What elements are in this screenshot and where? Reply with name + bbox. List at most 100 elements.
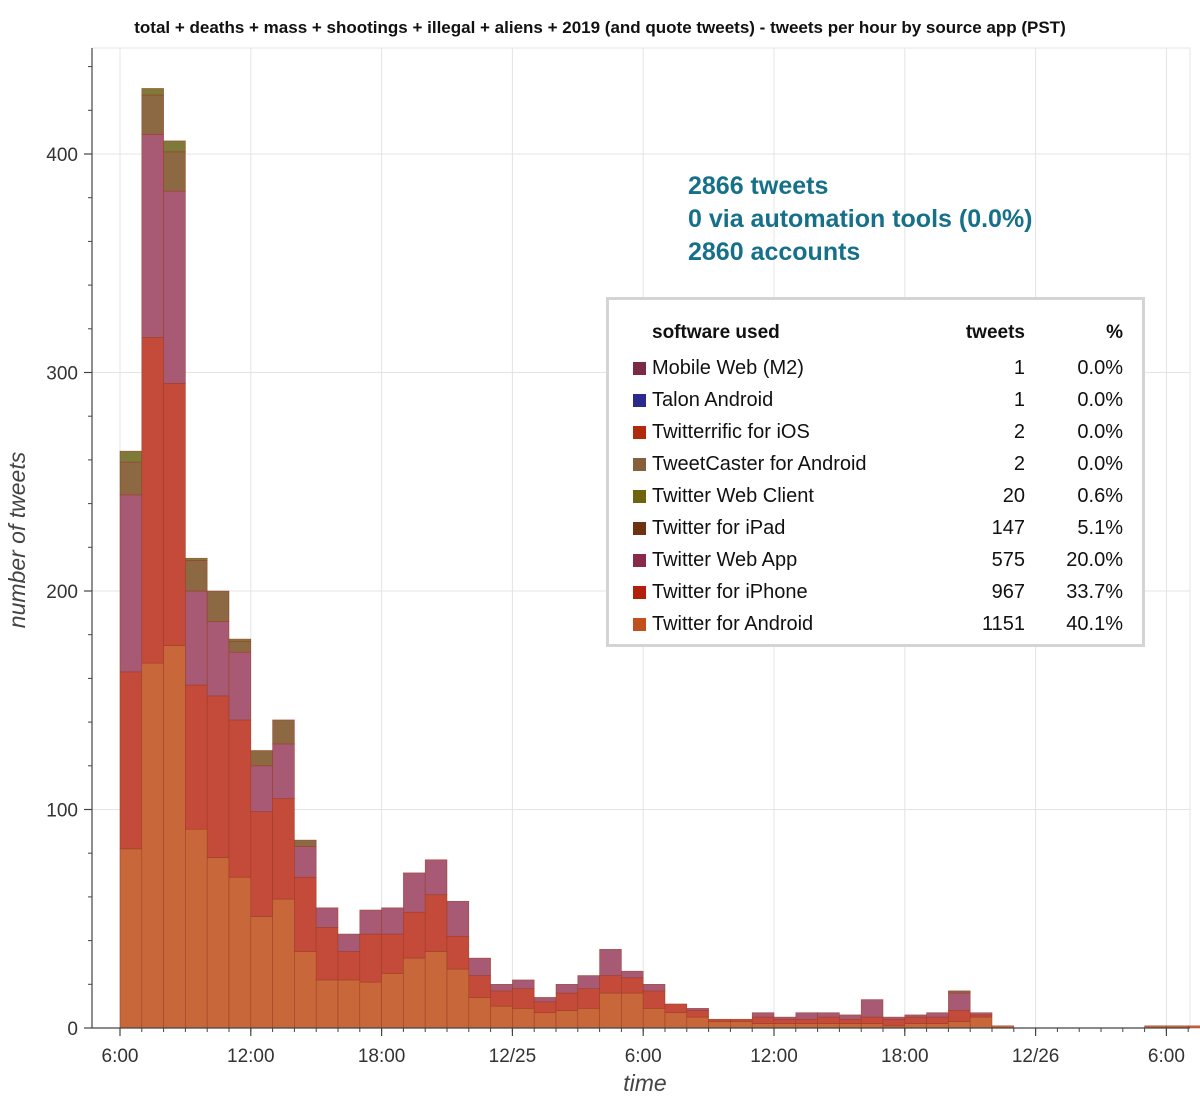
x-tick-label: 6:00: [1148, 1046, 1185, 1067]
bar-segment: [381, 933, 404, 974]
y-axis-label: number of tweets: [4, 451, 30, 629]
bar-segment: [424, 894, 448, 952]
bar-segment: [119, 494, 143, 673]
bar-segment: [882, 1016, 906, 1020]
bar-segment: [141, 134, 164, 338]
bar-segment: [686, 1010, 709, 1018]
bar-segment: [206, 590, 230, 622]
bar-segment: [490, 983, 513, 992]
bar-segment: [228, 719, 252, 878]
legend-pct: 0.0%: [1077, 452, 1123, 475]
bar-segment: [533, 997, 557, 1003]
legend-row: Twitterrific for iOS 2 0.0%: [629, 416, 1123, 448]
x-tick-label: 18:00: [358, 1046, 406, 1067]
bar-segment: [751, 1023, 775, 1029]
legend: software used tweets % Mobile Web (M2) 1 0…: [606, 297, 1145, 647]
bar-segment: [773, 1023, 797, 1029]
legend-swatch: [633, 361, 646, 375]
bar-segment: [141, 94, 164, 135]
bar-segment: [817, 1023, 840, 1029]
bar-segment: [272, 798, 295, 900]
x-tick-label: 12:00: [750, 1046, 798, 1067]
legend-swatch: [633, 617, 646, 631]
y-tick-label: 0: [67, 1019, 78, 1040]
x-axis-label: time: [623, 1070, 667, 1096]
bar-segment: [403, 872, 426, 913]
stats-accounts: 2860 accounts: [688, 238, 861, 266]
bar-segment: [795, 1018, 818, 1024]
legend-row: Mobile Web (M2) 1 0.0%: [629, 352, 1123, 384]
bar-segment: [468, 975, 491, 998]
bar-segment: [294, 839, 317, 847]
bar-segment: [730, 1018, 753, 1022]
y-tick-label: 200: [46, 582, 78, 603]
bar-segment: [860, 1016, 884, 1024]
bar-segment: [904, 1023, 927, 1029]
bar-segment: [577, 975, 600, 989]
bar-segment: [359, 981, 382, 1029]
bar-segment: [446, 968, 470, 1029]
legend-name: Twitter Web Client: [652, 484, 814, 507]
bar-segment: [817, 1012, 840, 1018]
bar-segment: [381, 907, 404, 935]
bar-segment: [228, 876, 252, 1029]
bar-segment: [664, 1003, 688, 1014]
bar-segment: [1187, 1025, 1200, 1029]
bar-segment: [250, 916, 273, 1029]
bar-segment: [642, 1008, 666, 1029]
bar-segment: [228, 651, 252, 721]
bar-segment: [621, 992, 644, 1029]
bar-segment: [359, 933, 382, 983]
bar-segment: [315, 979, 339, 1029]
bar-segment: [599, 975, 622, 994]
bar-segment: [446, 935, 470, 970]
bar-segment: [621, 977, 644, 994]
legend-tweets: 1151: [981, 612, 1025, 635]
legend-pct: 0.0%: [1077, 388, 1123, 411]
bar-segment: [555, 983, 579, 994]
bar-segment: [141, 662, 164, 1029]
legend-row: Twitter for iPhone 967 33.7%: [629, 576, 1123, 608]
legend-pct: 40.1%: [1066, 612, 1123, 635]
x-tick-label: 12/26: [1012, 1046, 1060, 1067]
stats-annotation: 2866 tweets 0 via automation tools (0.0%…: [688, 170, 1033, 269]
bar-segment: [969, 1014, 993, 1018]
legend-pct: 20.0%: [1066, 548, 1123, 571]
bar-segment: [206, 695, 230, 858]
legend-swatch: [633, 393, 646, 407]
bar-segment: [555, 992, 579, 1011]
legend-swatch: [633, 521, 646, 535]
bar-segment: [708, 1021, 731, 1029]
bar-segment: [904, 1016, 927, 1024]
legend-row: TweetCaster for Android 2 0.0%: [629, 448, 1123, 480]
bar-segment: [490, 1005, 513, 1029]
bar-segment: [185, 560, 208, 592]
bar-segment: [381, 973, 404, 1029]
legend-header-pct: %: [1106, 322, 1123, 343]
legend-pct: 0.0%: [1077, 420, 1123, 443]
bar-segment: [337, 933, 361, 952]
bar-segment: [185, 684, 208, 830]
legend-name: Twitter for Android: [652, 612, 814, 635]
bar-segment: [860, 1023, 884, 1029]
y-tick-label: 400: [46, 145, 78, 166]
legend-name: Twitterrific for iOS: [652, 420, 810, 443]
legend-tweets: 967: [991, 580, 1025, 603]
bar-segment: [206, 857, 230, 1029]
axes: 6:00 12:00 18:00 12/25 6:00 12:00 18:00 12/26 6:…: [46, 48, 1190, 1067]
bar-segment: [424, 859, 448, 896]
legend-row: Twitter for iPad 147 5.1%: [629, 512, 1123, 544]
bar-segment: [468, 957, 491, 976]
bar-segment: [250, 765, 273, 812]
legend-swatch: [633, 585, 646, 599]
legend-tweets: 1: [1013, 356, 1025, 379]
bar-segment: [904, 1014, 927, 1018]
bar-segment: [512, 979, 535, 989]
bar-segment: [294, 876, 317, 952]
legend-name: Twitter for iPhone: [652, 580, 808, 603]
bar-segment: [599, 949, 622, 976]
bar-segment: [468, 997, 491, 1029]
bar-segment: [250, 750, 273, 767]
bar-segment: [206, 621, 230, 697]
bar-segment: [294, 846, 317, 878]
